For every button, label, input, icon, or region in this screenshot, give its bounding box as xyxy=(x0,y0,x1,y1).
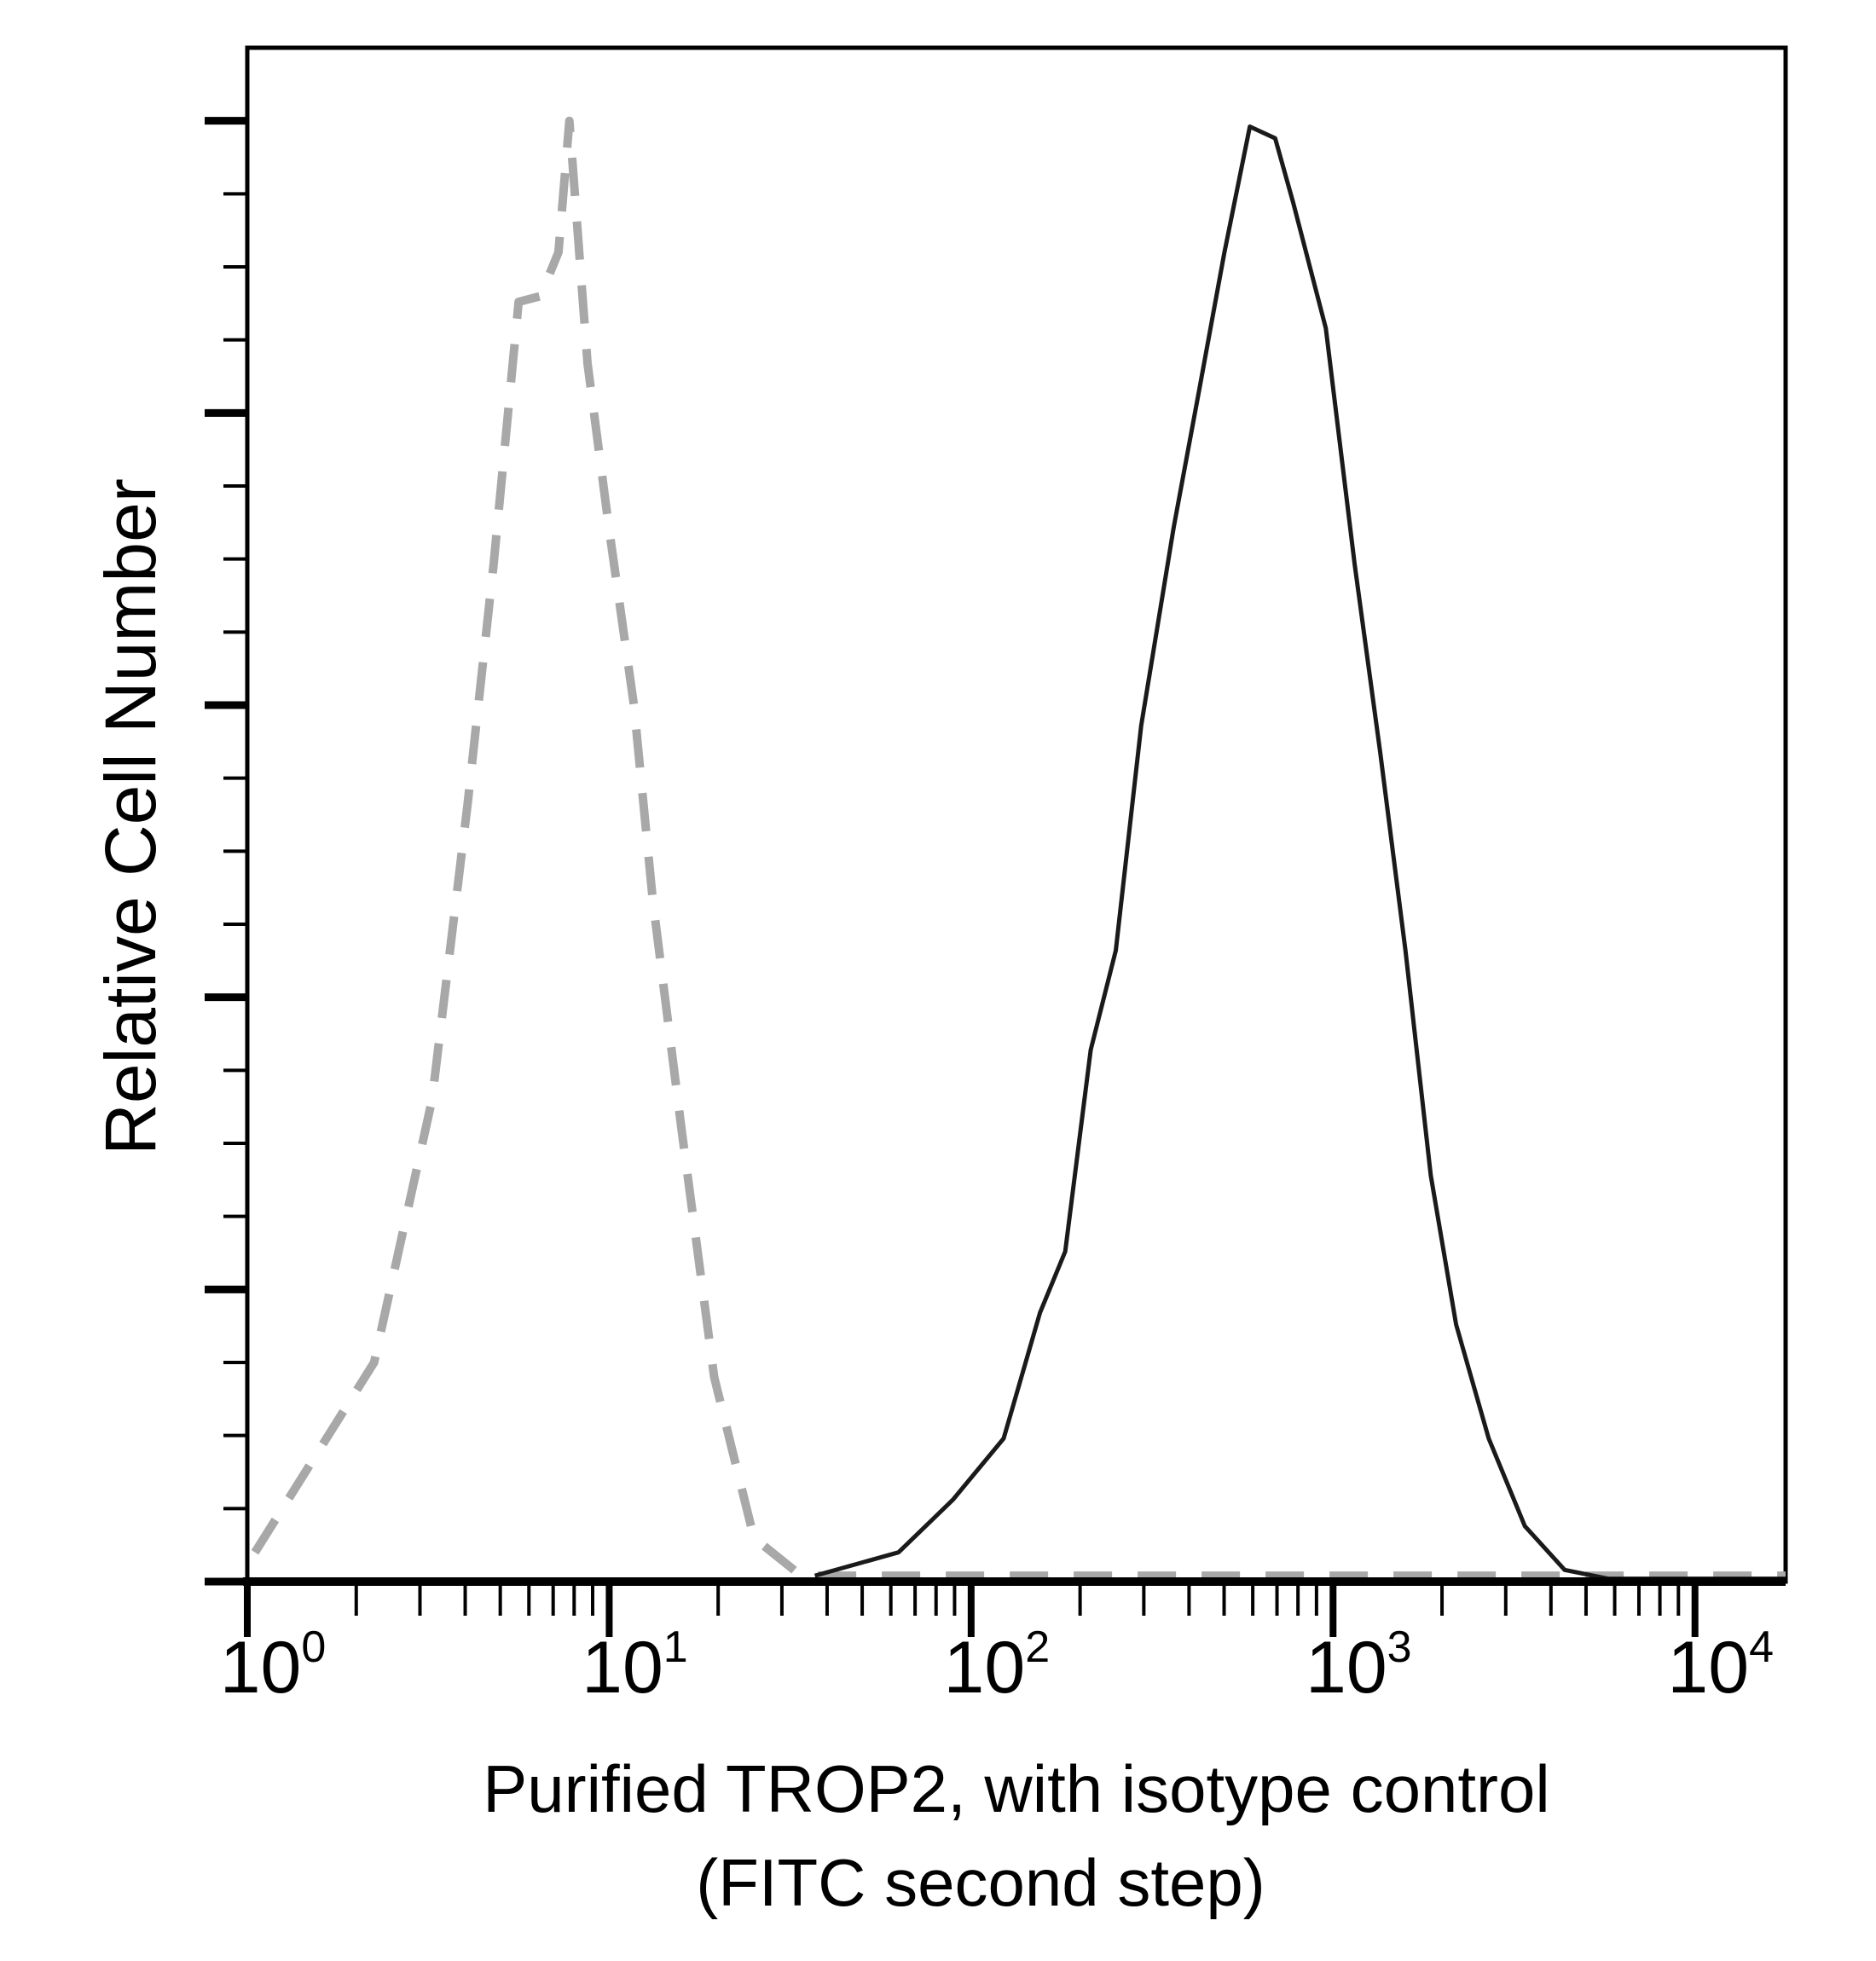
x-tick-label: 101 xyxy=(582,1623,688,1709)
tick-base: 10 xyxy=(1667,1627,1749,1709)
trop2-series xyxy=(814,124,1786,1582)
x-axis-label: Purified TROP2, with isotype control xyxy=(483,1751,1549,1826)
x-tick-labels: 100 101 102 103 104 xyxy=(220,1623,1774,1709)
x-tick-label: 100 xyxy=(220,1623,327,1709)
x-tick-label: 102 xyxy=(944,1623,1051,1709)
y-axis-label: Relative Cell Number xyxy=(90,478,171,1155)
tick-base: 10 xyxy=(220,1627,302,1709)
tick-base: 10 xyxy=(1306,1627,1387,1709)
x-tick-label: 104 xyxy=(1667,1623,1774,1709)
x-tick-label: 103 xyxy=(1306,1623,1412,1709)
tick-exponent: 2 xyxy=(1025,1623,1050,1672)
ticks-layer xyxy=(205,117,1699,1637)
x-axis-label-line2: (FITC second step) xyxy=(696,1845,1265,1920)
tick-base: 10 xyxy=(944,1627,1026,1709)
plot-frame xyxy=(245,45,1788,1584)
tick-exponent: 0 xyxy=(301,1623,326,1672)
tick-base: 10 xyxy=(582,1627,663,1709)
tick-exponent: 3 xyxy=(1387,1623,1412,1672)
isotype-control-series xyxy=(251,116,1786,1581)
series-layer xyxy=(251,116,1786,1582)
tick-exponent: 1 xyxy=(663,1623,688,1672)
tick-exponent: 4 xyxy=(1749,1623,1774,1672)
